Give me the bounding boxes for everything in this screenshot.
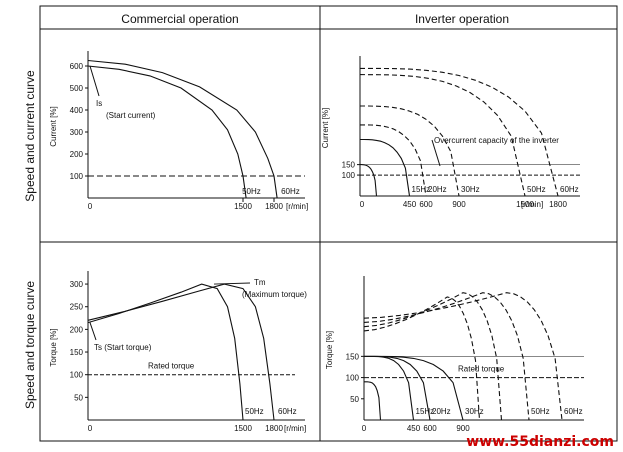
annotation-start-current: (Start current) bbox=[106, 111, 156, 120]
torque-curve bbox=[364, 381, 382, 421]
curve-label: 50Hz bbox=[245, 407, 264, 416]
y-tick-label: 100 bbox=[346, 374, 360, 383]
x-tick-label: 900 bbox=[456, 424, 470, 433]
curve-label: 15Hz bbox=[412, 185, 431, 194]
x-tick-label: 1800 bbox=[549, 200, 567, 209]
current-curve-60hz bbox=[360, 67, 559, 197]
current-curve bbox=[360, 164, 378, 197]
y-axis-label: Current [%] bbox=[49, 106, 58, 146]
curve-label: 60Hz bbox=[278, 407, 297, 416]
chart-inverter-torque: 50 100 150 0 450 600 900 Torque [%] Rated torque… bbox=[325, 276, 584, 433]
y-tick-label: 250 bbox=[70, 303, 84, 312]
x-tick-label: 1800 bbox=[265, 424, 283, 433]
y-tick-label: 50 bbox=[350, 395, 359, 404]
y-tick-label: 100 bbox=[70, 172, 84, 181]
annotation-max-torque: (Maximum torque) bbox=[242, 290, 307, 299]
torque-curve-50hz bbox=[363, 292, 530, 421]
curve-label: 30Hz bbox=[461, 185, 480, 194]
x-tick-label: 0 bbox=[360, 200, 365, 209]
curve-label: 60Hz bbox=[564, 407, 583, 416]
torque-curve-15hz bbox=[364, 355, 415, 421]
torque-curve bbox=[363, 296, 481, 421]
x-unit-label: [r/min] bbox=[284, 424, 306, 433]
curve-label: 60Hz bbox=[560, 185, 579, 194]
chart-commercial-current: 100 200 300 400 500 600 0 1500 1800 [r/min] Curren… bbox=[49, 51, 308, 211]
current-curve-50hz bbox=[359, 74, 526, 197]
y-tick-label: 300 bbox=[70, 280, 84, 289]
torque-curve-60hz bbox=[363, 292, 563, 421]
y-tick-label: 150 bbox=[70, 348, 84, 357]
x-tick-label: 0 bbox=[88, 424, 93, 433]
x-unit-label: [r/min] bbox=[521, 200, 543, 209]
annotation-leader bbox=[89, 322, 97, 341]
rated-torque-label: Rated torque bbox=[148, 362, 195, 371]
x-tick-label: 1500 bbox=[516, 200, 534, 209]
x-tick-label: 1800 bbox=[265, 202, 283, 211]
x-tick-label: 1500 bbox=[234, 424, 252, 433]
y-tick-label: 200 bbox=[70, 325, 84, 334]
x-tick-label: 1500 bbox=[234, 202, 252, 211]
y-tick-label: 400 bbox=[70, 106, 84, 115]
annotation-leader bbox=[431, 139, 441, 167]
annotation-start-torque: Ts (Start torque) bbox=[94, 343, 152, 352]
annotation-is: Is bbox=[96, 99, 102, 108]
current-curve-20hz bbox=[360, 124, 427, 197]
y-tick-label: 200 bbox=[70, 150, 84, 159]
x-unit-label: [r/min] bbox=[286, 202, 308, 211]
x-tick-label: 450 bbox=[407, 424, 421, 433]
rated-torque-label: Rated torque bbox=[458, 365, 505, 374]
x-tick-label: 0 bbox=[88, 202, 93, 211]
torque-curve-60hz bbox=[87, 283, 275, 421]
watermark: www.55dianzi.com bbox=[466, 434, 614, 450]
row-header-top: Speed and current curve bbox=[23, 70, 37, 202]
y-tick-label: 500 bbox=[70, 84, 84, 93]
y-tick-label: 600 bbox=[70, 62, 84, 71]
curve-label: 20Hz bbox=[432, 407, 451, 416]
x-tick-label: 0 bbox=[362, 424, 367, 433]
current-curve-50hz bbox=[87, 65, 247, 199]
y-tick-label: 150 bbox=[346, 352, 360, 361]
torque-curve-50hz bbox=[87, 283, 244, 421]
y-axis-label: Current [%] bbox=[321, 108, 330, 148]
annotation-leader bbox=[213, 282, 251, 285]
y-tick-label: 50 bbox=[74, 393, 83, 402]
torque-curve-30hz bbox=[364, 355, 464, 421]
x-tick-label: 900 bbox=[452, 200, 466, 209]
current-curve-30hz bbox=[360, 105, 460, 197]
y-tick-label: 100 bbox=[342, 171, 356, 180]
y-tick-label: 150 bbox=[342, 161, 356, 170]
row-header-bottom: Speed and torque curve bbox=[23, 281, 37, 409]
x-tick-label: 600 bbox=[423, 424, 437, 433]
y-axis-label: Torque [%] bbox=[325, 331, 334, 369]
chart-commercial-torque: 50 100 150 200 250 300 0 1500 1800 [r/min] Torque … bbox=[49, 271, 307, 433]
annotation-tm: Tm bbox=[254, 278, 266, 287]
column-header-left: Commercial operation bbox=[121, 12, 238, 26]
x-tick-label: 600 bbox=[419, 200, 433, 209]
current-curve-15hz bbox=[360, 138, 411, 197]
annotation-overcurrent: Overcurrent capacity of the inverter bbox=[434, 136, 559, 145]
curve-label: 15Hz bbox=[416, 407, 435, 416]
x-tick-label: 450 bbox=[403, 200, 417, 209]
curve-label: 50Hz bbox=[531, 407, 550, 416]
column-header-right: Inverter operation bbox=[415, 12, 509, 26]
y-tick-label: 100 bbox=[70, 371, 84, 380]
curve-label: 50Hz bbox=[527, 185, 546, 194]
current-curve-60hz bbox=[87, 59, 278, 199]
curve-label: 50Hz bbox=[242, 187, 261, 196]
curve-label: 30Hz bbox=[465, 407, 484, 416]
curve-label: 60Hz bbox=[281, 187, 300, 196]
y-tick-label: 300 bbox=[70, 128, 84, 137]
torque-curve bbox=[363, 292, 503, 421]
curve-label: 20Hz bbox=[428, 185, 447, 194]
table-frame bbox=[39, 5, 618, 442]
annotation-leader bbox=[89, 65, 100, 97]
y-axis-label: Torque [%] bbox=[49, 328, 58, 366]
